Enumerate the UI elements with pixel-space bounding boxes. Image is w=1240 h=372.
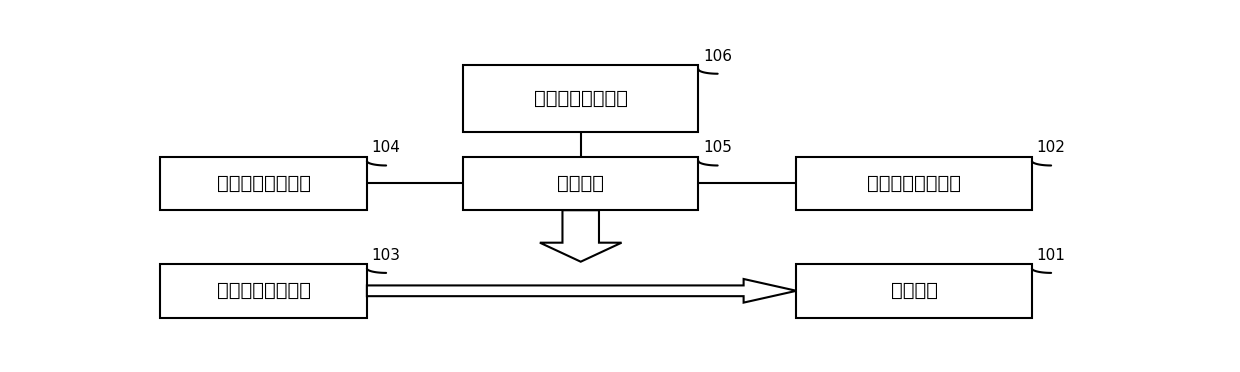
Text: 第二视觉检测设备: 第二视觉检测设备 bbox=[217, 174, 310, 193]
Bar bbox=[463, 157, 698, 210]
Text: 第三视觉检测设备: 第三视觉检测设备 bbox=[533, 89, 627, 108]
Text: 105: 105 bbox=[703, 140, 732, 155]
Text: 104: 104 bbox=[372, 140, 401, 155]
Bar bbox=[796, 264, 1032, 318]
Bar bbox=[463, 65, 698, 132]
Bar bbox=[160, 157, 367, 210]
Bar bbox=[160, 264, 367, 318]
Text: 第一夹具: 第一夹具 bbox=[890, 281, 937, 300]
Text: 103: 103 bbox=[372, 248, 401, 263]
Text: 106: 106 bbox=[703, 49, 733, 64]
Text: 102: 102 bbox=[1037, 140, 1065, 155]
Text: 执行设备: 执行设备 bbox=[557, 174, 604, 193]
Bar bbox=[796, 157, 1032, 210]
Polygon shape bbox=[367, 279, 796, 302]
Text: 第一物料提供装置: 第一物料提供装置 bbox=[217, 281, 310, 300]
Text: 101: 101 bbox=[1037, 248, 1065, 263]
Text: 第一视觉检测设备: 第一视觉检测设备 bbox=[867, 174, 961, 193]
Polygon shape bbox=[539, 210, 621, 262]
